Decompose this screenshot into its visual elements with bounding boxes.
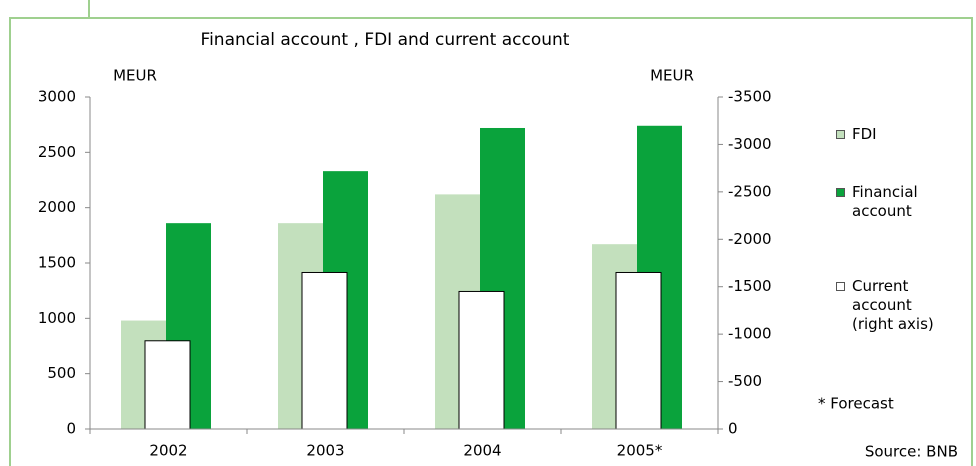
x-tick-label: 2003: [306, 442, 344, 460]
y2-axis-label: MEUR: [650, 67, 694, 85]
y-tick-label: 3000: [38, 88, 76, 106]
y-axis-label: MEUR: [113, 67, 157, 85]
y-tick-label: 1000: [38, 309, 76, 327]
bar: [615, 271, 662, 430]
y2-tick-label: -3500: [728, 88, 772, 106]
bar: [301, 271, 348, 430]
x-tick-label: 2004: [463, 442, 501, 460]
y2-tick-label: -500: [728, 372, 762, 390]
legend-label: FDI: [852, 125, 877, 143]
bar: [458, 290, 505, 430]
annotation: Source: BNB: [865, 443, 958, 461]
x-tick-label: 2005*: [617, 442, 663, 460]
frame: [9, 17, 973, 466]
y2-tick-label: -2500: [728, 182, 772, 200]
y-tick-label: 2000: [38, 198, 76, 216]
y-tick-label: 1500: [38, 254, 76, 272]
x-tick-label: 2002: [149, 442, 187, 460]
y-tick-label: 500: [47, 364, 76, 382]
annotation: * Forecast: [818, 395, 894, 413]
legend-label: Financial account: [852, 183, 918, 220]
legend-item: Current account (right axis): [836, 277, 942, 334]
y2-tick-label: -1000: [728, 325, 772, 343]
y2-tick-label: -1500: [728, 277, 772, 295]
legend-swatch: [836, 188, 845, 197]
y-tick-label: 2500: [38, 143, 76, 161]
legend-swatch: [836, 130, 845, 139]
legend-swatch: [836, 282, 845, 291]
chart-title: Financial account , FDI and current acco…: [201, 30, 570, 50]
y-tick-label: 0: [66, 420, 76, 438]
y2-tick-label: 0: [728, 420, 738, 438]
legend-item: Financial account: [836, 183, 942, 221]
y2-tick-label: -2000: [728, 230, 772, 248]
legend-label: Current account (right axis): [852, 277, 934, 333]
bar: [144, 340, 191, 430]
legend-item: FDI: [836, 125, 942, 144]
y2-tick-label: -3000: [728, 135, 772, 153]
